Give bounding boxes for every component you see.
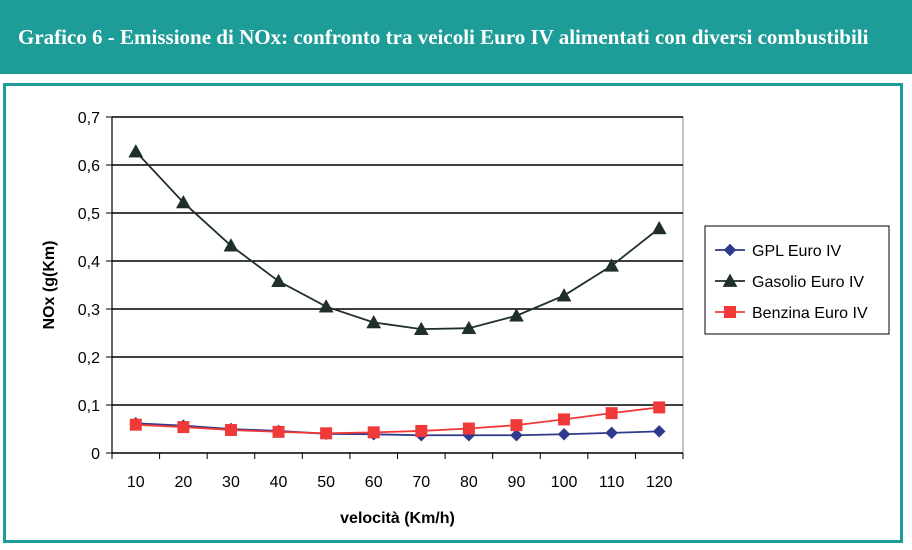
- benzina-euro-iv-point: [415, 424, 428, 437]
- legend-swatch-marker: [724, 306, 736, 318]
- gasolio-euro-iv-point: [318, 299, 334, 313]
- benzina-euro-iv-point: [367, 426, 380, 439]
- gasolio-euro-iv-point: [128, 144, 144, 158]
- benzina-euro-iv-point: [558, 413, 571, 426]
- x-tick-label: 110: [599, 474, 625, 491]
- benzina-euro-iv-line: [135, 406, 660, 435]
- x-tick-label: 80: [460, 474, 478, 491]
- gasolio-euro-iv-point: [651, 220, 667, 235]
- benzina-euro-iv-point: [462, 422, 475, 435]
- gpl-euro-iv-point: [557, 427, 571, 441]
- x-tick-label: 70: [412, 474, 430, 491]
- plot-area: [111, 116, 684, 454]
- benzina-euro-iv-point: [224, 423, 237, 436]
- gpl-euro-iv-point: [605, 426, 618, 440]
- y-axis-title: NOx (g(Km): [41, 241, 58, 330]
- x-tick-label: 50: [317, 474, 335, 491]
- y-tick-label: 0,1: [78, 398, 100, 415]
- gpl-euro-iv-point: [510, 428, 523, 442]
- y-tick-label: 0,6: [78, 158, 100, 175]
- x-tick-label: 100: [551, 474, 578, 491]
- legend-swatch-marker: [722, 273, 738, 287]
- legend-swatch-marker: [723, 243, 737, 257]
- benzina-euro-iv-point: [272, 425, 285, 438]
- gasolio-euro-iv-point: [413, 321, 429, 336]
- gasolio-euro-iv-point: [461, 320, 477, 335]
- x-tick-label: 30: [222, 474, 240, 491]
- y-tick-label: 0,4: [78, 254, 100, 271]
- x-tick-label: 20: [174, 474, 192, 491]
- gasolio-euro-iv-point: [175, 194, 191, 209]
- x-tick-label: 40: [270, 474, 288, 491]
- y-tick-label: 0,7: [78, 110, 100, 127]
- x-tick-label: 10: [127, 474, 145, 491]
- x-axis-title: velocità (Km/h): [340, 510, 455, 527]
- gasolio-euro-iv-point: [604, 258, 620, 272]
- gasolio-euro-iv-point: [509, 308, 524, 322]
- gasolio-euro-iv-point: [223, 238, 239, 252]
- chart-frame: [3, 83, 903, 543]
- gpl-euro-iv-point: [652, 425, 666, 438]
- gasolio-euro-iv-point: [366, 314, 382, 329]
- benzina-euro-iv-point: [177, 421, 190, 434]
- legend-label-gpl-euro-iv: GPL Euro IV: [752, 243, 842, 260]
- y-tick-label: 0,3: [78, 302, 100, 319]
- x-tick-label: 60: [365, 474, 383, 491]
- gasolio-euro-iv-line: [135, 150, 660, 331]
- legend-label-benzina-euro-iv: Benzina Euro IV: [752, 305, 868, 322]
- page-title: Grafico 6 - Emissione di NOx: confronto …: [18, 25, 869, 49]
- benzina-euro-iv-point: [320, 427, 333, 440]
- y-tick-label: 0,2: [78, 350, 100, 367]
- benzina-euro-iv-point: [129, 418, 142, 431]
- benzina-euro-iv-point: [653, 401, 666, 414]
- x-tick-label: 90: [508, 474, 526, 491]
- gpl-euro-iv-line: [135, 422, 660, 437]
- header-bar: Grafico 6 - Emissione di NOx: confronto …: [0, 0, 912, 74]
- legend-label-gasolio-euro-iv: Gasolio Euro IV: [752, 274, 864, 291]
- gasolio-euro-iv-point: [556, 288, 572, 302]
- x-tick-label: 120: [646, 474, 673, 491]
- y-tick-label: 0: [91, 446, 100, 463]
- y-tick-label: 0,5: [78, 206, 100, 223]
- gasolio-euro-iv-point: [271, 273, 286, 288]
- benzina-euro-iv-point: [510, 419, 523, 432]
- benzina-euro-iv-point: [605, 407, 618, 420]
